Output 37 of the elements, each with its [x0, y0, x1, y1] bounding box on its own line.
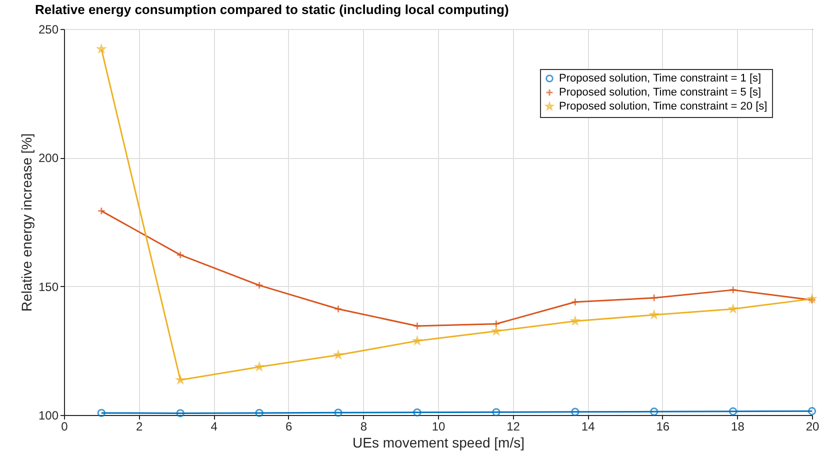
x-tick-label: 18	[731, 420, 745, 434]
point	[728, 407, 738, 416]
x-tick-label: 20	[806, 420, 819, 434]
point	[650, 408, 658, 416]
point	[728, 286, 738, 294]
legend-label: Proposed solution, Time constraint = 20 [s]	[559, 100, 768, 112]
x-tick-label: 12	[506, 420, 520, 434]
legend-label: Proposed solution, Time constraint = 5 [s]	[559, 86, 762, 98]
point	[255, 408, 264, 418]
x-tick-label: 14	[581, 420, 596, 434]
point	[571, 408, 580, 416]
y-tick-label: 200	[38, 151, 59, 166]
y-tick-label: 250	[38, 22, 59, 36]
x-tick-label: 8	[360, 420, 368, 434]
y-tick-label: 100	[38, 408, 59, 422]
point	[650, 294, 658, 302]
point	[492, 408, 500, 416]
point	[176, 409, 184, 418]
legend-label: Proposed solution, Time constraint = 1 [s]	[559, 72, 762, 84]
point	[334, 408, 342, 417]
x-tick-label: 16	[656, 420, 670, 434]
x-tick-label: 2	[136, 420, 143, 434]
x-tick-label: 0	[61, 420, 68, 434]
point	[413, 408, 422, 417]
point	[255, 281, 264, 290]
point	[413, 322, 422, 330]
point	[571, 298, 580, 306]
x-tick-label: 10	[432, 420, 446, 434]
x-tick-label: 6	[286, 420, 293, 434]
y-axis-title: Relative energy increase [%]	[18, 133, 34, 312]
y-tick-label: 150	[38, 280, 59, 294]
x-axis-title: UEs movement speed [m/s]	[352, 434, 524, 450]
point	[334, 304, 342, 314]
point	[176, 250, 184, 260]
chart-title: Relative energy consumption compared to static (including local computing)	[34, 2, 509, 17]
x-tick-label: 4	[210, 420, 218, 434]
point	[492, 320, 500, 328]
